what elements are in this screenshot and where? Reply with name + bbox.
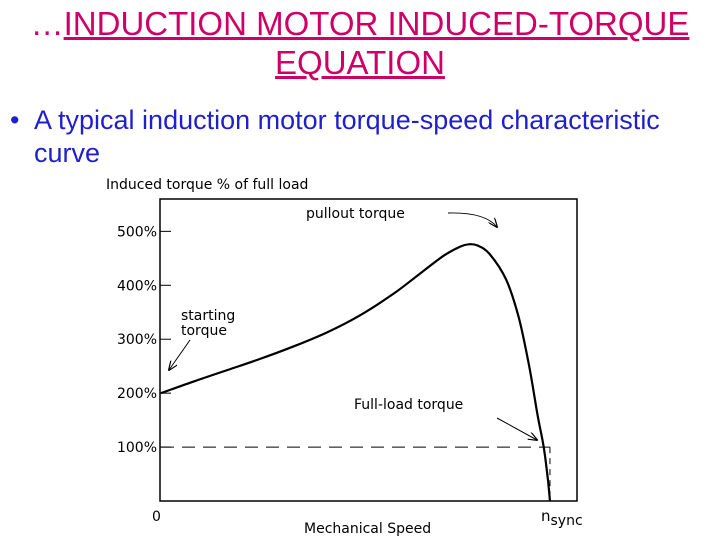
torque-speed-curve [160, 243, 552, 502]
full-load-torque-label: Full-load torque [354, 397, 463, 413]
starting-torque-label-1: starting [181, 308, 235, 324]
y-tick-label-400: 400% [117, 278, 157, 294]
starting-torque-arrow-icon [169, 339, 191, 370]
y-tick-label-100: 100% [117, 440, 157, 456]
bullet-dot-icon: • [10, 105, 20, 135]
y-tick-label-500: 500% [117, 224, 157, 240]
y-tick-label-200: 200% [117, 386, 157, 402]
full-load-arrow-icon [496, 417, 537, 440]
y-axis-label: Induced torque % of full load [106, 177, 308, 193]
y-tick-label-300: 300% [117, 332, 157, 348]
x-tick-sync-sub: sync [551, 513, 583, 529]
bullet-item: • A typical induction motor torque-speed… [10, 104, 710, 170]
plot-frame [159, 198, 578, 502]
x-tick-origin: 0 [152, 509, 161, 525]
x-tick-sync-main: n [541, 507, 551, 525]
title-ellipsis: … [30, 5, 64, 42]
pullout-arrow-icon [447, 212, 497, 227]
pullout-torque-label: pullout torque [306, 206, 405, 222]
title-text: INDUCTION MOTOR INDUCED-TORQUE EQUATION [63, 5, 690, 81]
x-axis-label: Mechanical Speed [304, 521, 431, 537]
slide-title: …INDUCTION MOTOR INDUCED-TORQUE EQUATION [0, 4, 720, 82]
x-tick-sync: nsync [541, 507, 583, 529]
starting-torque-label-2: torque [181, 323, 227, 339]
y-ticks: 100% 200% 300% 400% 500% [117, 224, 171, 456]
bullet-text: A typical induction motor torque-speed c… [34, 105, 660, 168]
